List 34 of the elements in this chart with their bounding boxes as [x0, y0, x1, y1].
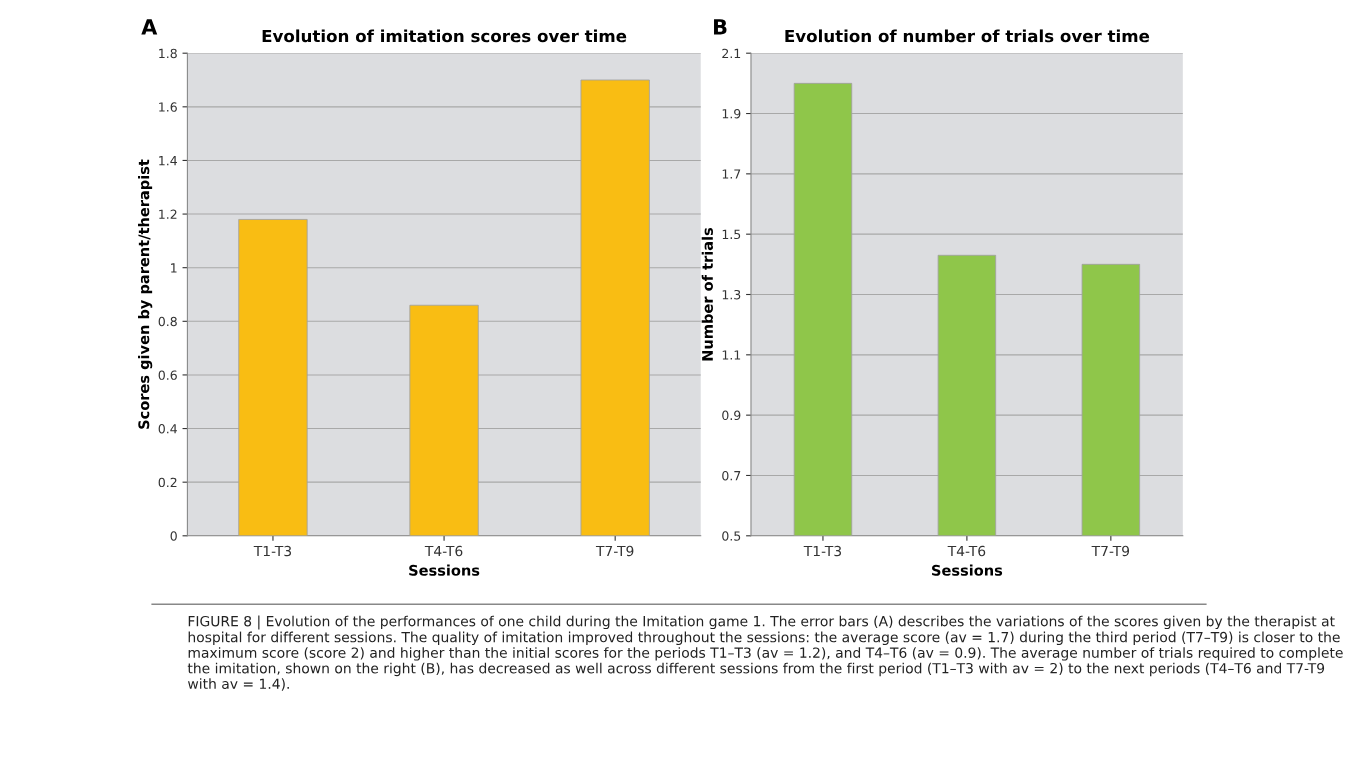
y-tick-label: 1.5 [722, 229, 741, 240]
x-tick-label: T4-T6 [424, 545, 463, 557]
x-tick-label: T1-T3 [253, 545, 292, 557]
y-tick-label: 1.7 [722, 169, 741, 179]
y-tick-label: 1.9 [722, 109, 741, 119]
y-tick-label: 1.1 [722, 350, 741, 360]
y-axis-title: Number of trials [701, 227, 713, 361]
text: B [714, 19, 727, 35]
x-tick-label: T7-T9 [1091, 545, 1130, 557]
x-tick-label: T4-T6 [947, 545, 986, 557]
y-tick-label: 0.5 [722, 531, 741, 541]
y-tick-label: 1.8 [159, 48, 177, 59]
y-tick-label: 1.2 [159, 209, 177, 219]
y-tick-label: 0.4 [158, 424, 177, 434]
text: A [141, 19, 158, 35]
x-tick-label: T1-T3 [803, 545, 842, 557]
y-tick-label: 0.6 [158, 370, 177, 380]
caption: FIGURE 8 | Evolution of the performances of one child during the Imitation game 1. The error bars (A) describes the variations of the scores given by the therapist at hospital for different sessions. The quality of imitation improved throughout the sessions: the average score (av = 1.7) during the third period (T7–T9) is closer to the maximum score (score 2) and higher than the initial scores for the periods T1–T3 (av = 1.2), and T4–T6 (av = 0.9). The average number of trials required to complete the imitation, shown on the right (B), has decreased as well across different sessions from the first period (T1–T3 with av = 2) to the next periods (T4–T6 and T7-T9 with av = 1.4). [187, 615, 1343, 691]
y-tick-label: 2.1 [722, 48, 741, 58]
y-tick-label: 0.7 [722, 470, 741, 481]
chart-title: Evolution of number of trials over time [785, 29, 1150, 43]
chart-title: Evolution of imitation scores over time [262, 29, 627, 43]
y-tick-label: 0.8 [158, 316, 177, 327]
y-tick-label: 1.4 [159, 156, 177, 166]
y-tick-label: 0.9 [722, 410, 741, 421]
y-tick-label: 1.3 [722, 289, 741, 300]
x-tick-label: T7-T9 [595, 545, 634, 557]
y-tick-label: 0 [170, 531, 177, 541]
x-axis-title: Sessions [409, 564, 480, 576]
y-tick-label: 0.2 [158, 477, 177, 488]
x-axis-title: Sessions [932, 564, 1003, 576]
y-tick-label: 1.6 [159, 102, 177, 112]
y-tick-label: 1 [171, 263, 177, 273]
y-axis-title: Scores given by parent/therapist [138, 159, 153, 429]
